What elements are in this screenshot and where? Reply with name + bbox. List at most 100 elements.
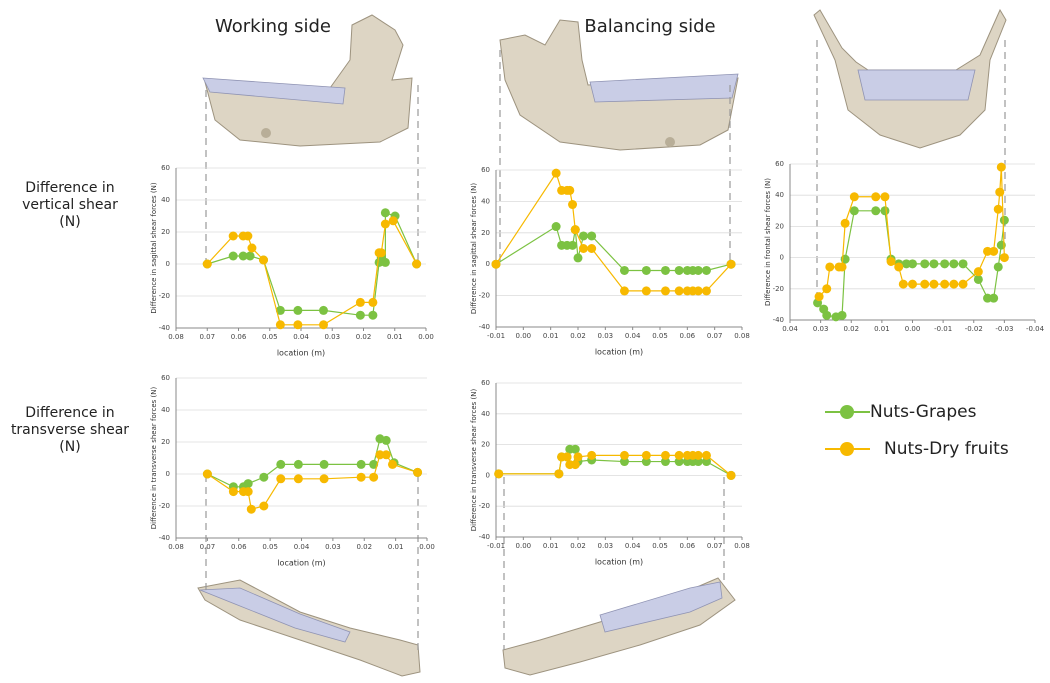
- x-axis-label: location (m): [595, 348, 643, 357]
- data-point: [381, 450, 391, 460]
- data-point: [995, 187, 1005, 197]
- data-point: [849, 206, 859, 216]
- data-point: [587, 244, 597, 253]
- data-point: [554, 469, 564, 479]
- data-point: [822, 284, 832, 294]
- data-point: [701, 265, 711, 275]
- data-point: [940, 259, 950, 269]
- x-tick-label: 0.00: [418, 333, 434, 341]
- data-point: [568, 200, 578, 210]
- x-tick-label: 0.03: [813, 325, 829, 333]
- x-tick-label: 0.04: [625, 542, 641, 550]
- x-tick-label: 0.03: [325, 543, 341, 551]
- data-point: [573, 253, 583, 263]
- y-tick-label: -40: [773, 316, 784, 324]
- data-point: [319, 305, 328, 315]
- data-point: [660, 265, 670, 275]
- data-point: [701, 450, 711, 460]
- data-point: [412, 259, 422, 269]
- data-point: [238, 251, 248, 261]
- data-point: [814, 292, 824, 302]
- data-point: [293, 320, 303, 330]
- data-point: [880, 192, 890, 202]
- data-point: [355, 310, 365, 320]
- y-axis-label: Difference in frontal shear forces (N): [764, 178, 772, 306]
- data-point: [701, 457, 711, 467]
- data-point: [822, 310, 832, 320]
- data-point: [871, 192, 881, 202]
- x-tick-label: 0.02: [356, 543, 372, 551]
- data-point: [202, 469, 212, 479]
- data-point: [660, 286, 670, 296]
- data-point: [693, 457, 703, 467]
- data-point: [920, 259, 930, 269]
- data-point: [949, 279, 959, 289]
- y-tick-label: 0: [166, 260, 170, 268]
- legend-label: Nuts-Grapes: [870, 402, 977, 422]
- x-tick-label: 0.04: [782, 325, 798, 333]
- data-point: [356, 472, 366, 482]
- row-label: (N): [59, 439, 80, 455]
- x-tick-label: 0.08: [734, 332, 750, 340]
- x-tick-label: 0.06: [231, 333, 247, 341]
- y-tick-label: 20: [481, 229, 490, 237]
- data-point: [825, 262, 835, 272]
- x-tick-label: 0.01: [543, 542, 559, 550]
- data-point: [619, 457, 629, 467]
- data-point: [388, 216, 398, 226]
- data-point: [369, 472, 379, 482]
- x-tick-label: -0.03: [995, 325, 1013, 333]
- data-point: [381, 435, 391, 445]
- data-point: [641, 265, 651, 275]
- data-point: [693, 450, 703, 460]
- x-tick-label: 0.08: [168, 333, 184, 341]
- x-tick-label: 0.06: [231, 543, 247, 551]
- x-tick-label: 0.07: [707, 542, 723, 550]
- data-point: [246, 504, 256, 514]
- x-tick-label: 0.00: [516, 332, 532, 340]
- x-tick-label: -0.01: [487, 542, 505, 550]
- data-point: [245, 251, 255, 261]
- data-point: [275, 305, 285, 315]
- data-point: [275, 320, 285, 330]
- row-label: transverse shear: [11, 422, 129, 438]
- data-point: [319, 474, 329, 484]
- y-tick-label: 20: [775, 222, 784, 230]
- x-tick-label: 0.02: [570, 542, 586, 550]
- data-point: [908, 279, 917, 289]
- y-tick-label: -20: [159, 292, 170, 300]
- y-tick-label: 60: [481, 166, 490, 174]
- data-point: [674, 450, 684, 460]
- x-tick-label: 0.03: [598, 542, 614, 550]
- y-tick-label: 20: [161, 228, 170, 236]
- balancing-side-mandible: [499, 19, 739, 151]
- x-tick-label: -0.01: [487, 332, 505, 340]
- data-point: [871, 206, 881, 216]
- row-label: vertical shear: [22, 197, 118, 213]
- data-point: [369, 459, 379, 469]
- x-tick-label: 0.01: [388, 543, 404, 551]
- y-tick-label: 20: [161, 438, 170, 446]
- data-point: [619, 450, 629, 460]
- x-tick-label: -0.04: [1026, 325, 1045, 333]
- y-tick-label: -20: [479, 502, 490, 510]
- data-point: [880, 206, 890, 216]
- data-point: [551, 222, 561, 232]
- data-point: [578, 244, 588, 253]
- data-point: [491, 259, 501, 269]
- y-tick-label: 40: [161, 196, 170, 204]
- data-point: [276, 459, 286, 469]
- data-point: [886, 257, 896, 266]
- data-point: [494, 469, 504, 479]
- x-tick-label: 0.05: [652, 332, 668, 340]
- x-tick-label: 0.01: [387, 333, 403, 341]
- y-tick-label: -20: [773, 285, 784, 293]
- data-point: [202, 259, 212, 269]
- data-point: [619, 265, 629, 275]
- x-tick-label: 0.00: [516, 542, 532, 550]
- x-tick-label: 0.07: [200, 543, 216, 551]
- data-point: [562, 452, 572, 462]
- data-point: [570, 444, 580, 454]
- data-point: [368, 310, 378, 320]
- data-point: [259, 472, 269, 482]
